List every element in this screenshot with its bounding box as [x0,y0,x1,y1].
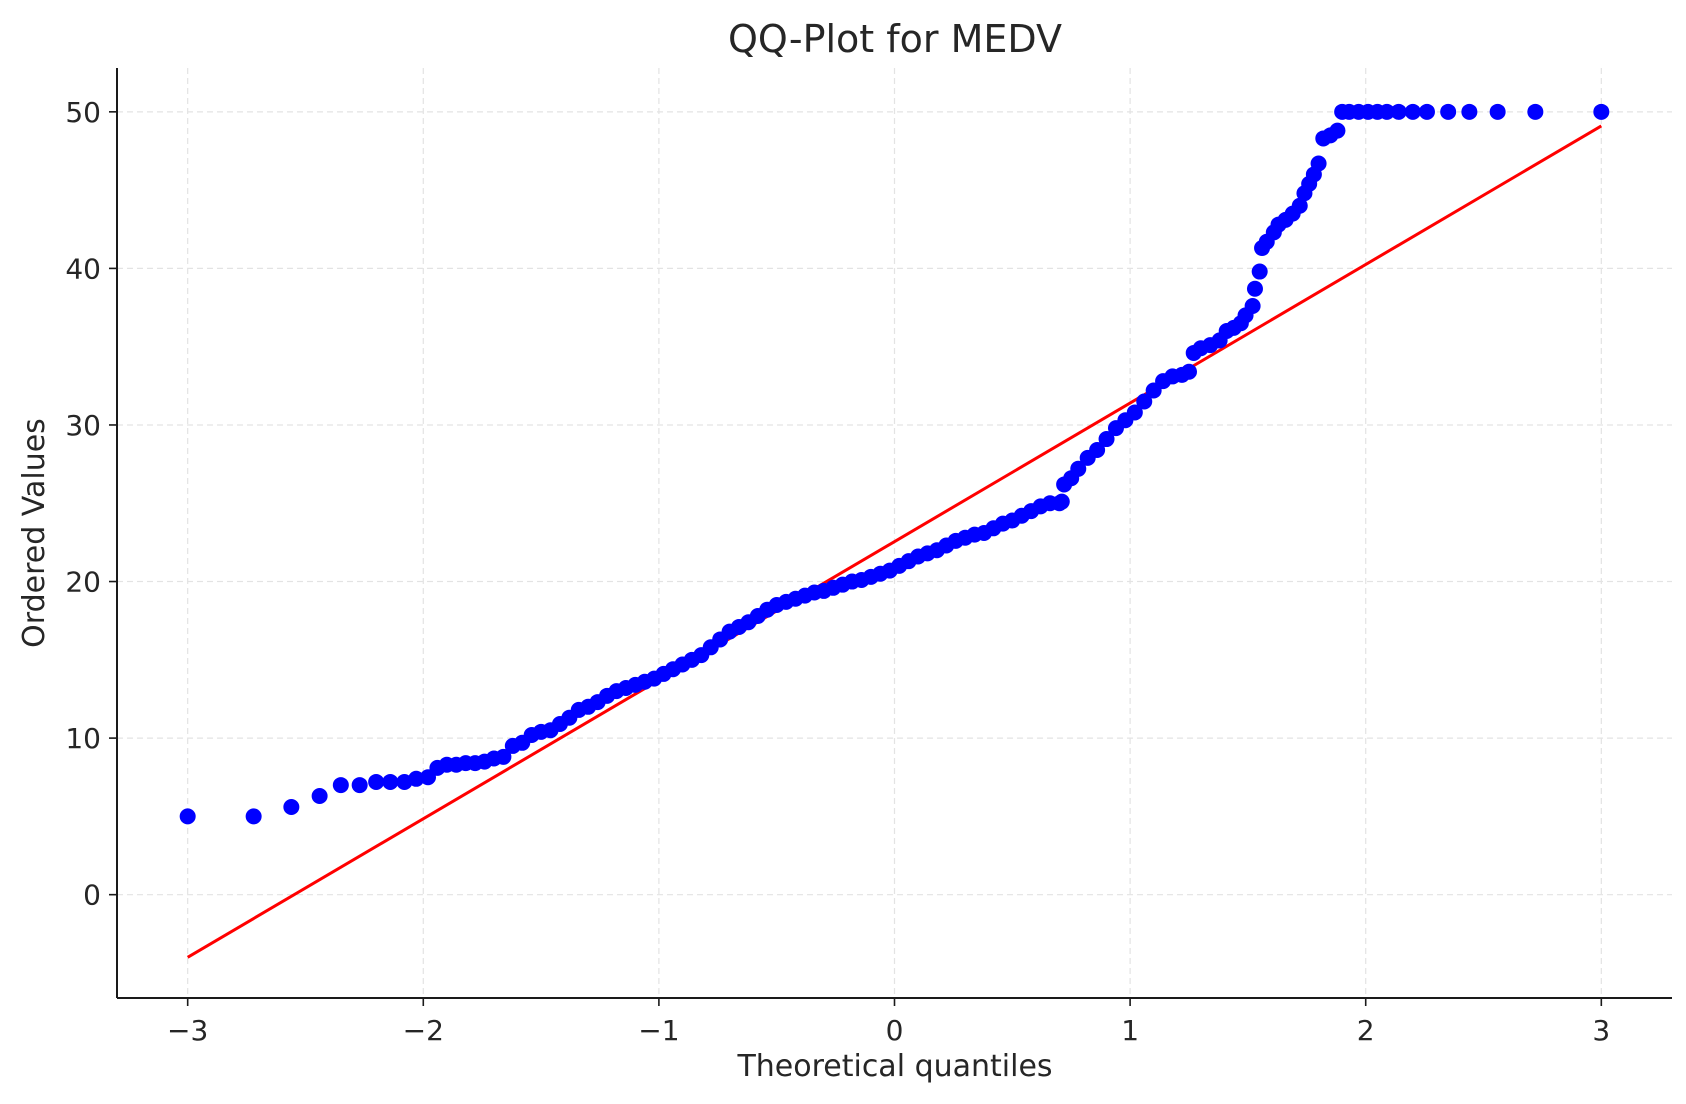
data-point [1440,103,1457,120]
y-tick-label: 0 [83,879,101,912]
data-point [1098,431,1115,448]
data-point [368,773,385,790]
data-point [179,808,196,825]
x-tick-label: −3 [167,1014,208,1047]
data-point [1489,103,1506,120]
data-point [311,788,328,805]
x-tick-label: 0 [886,1014,904,1047]
x-tick-label: −1 [638,1014,679,1047]
chart-title: QQ-Plot for MEDV [728,17,1062,61]
data-point [1378,103,1395,120]
data-point [351,777,368,794]
data-point [1089,442,1106,459]
y-tick-label: 50 [65,96,101,129]
x-tick-label: 1 [1121,1014,1139,1047]
data-point [1404,103,1421,120]
y-tick-label: 40 [65,252,101,285]
data-point [495,748,512,765]
data-point [1244,297,1261,314]
data-point [1070,460,1087,477]
x-tick-label: 3 [1592,1014,1610,1047]
x-tick-label: −2 [403,1014,444,1047]
y-tick-label: 20 [65,566,101,599]
reference-line-layer [186,124,1603,959]
y-tick-label: 10 [65,722,101,755]
data-point [1593,103,1610,120]
data-point [1527,103,1544,120]
grid-lines [117,68,1672,998]
data-point [1461,103,1478,120]
x-axis-label: Theoretical quantiles [736,1049,1052,1084]
data-point [332,777,349,794]
data-point [245,808,262,825]
data-point [1246,280,1263,297]
data-point [382,773,399,790]
data-points-layer [179,103,1610,825]
data-point [408,770,425,787]
reference-line [186,124,1603,959]
y-tick-label: 30 [65,409,101,442]
y-axis-label: Ordered Values [17,418,52,648]
x-tick-label: 2 [1357,1014,1375,1047]
data-point [1291,197,1308,214]
data-point [1126,404,1143,421]
data-point [1181,363,1198,380]
data-point [283,798,300,815]
data-point [1310,155,1327,172]
data-point [1053,493,1070,510]
data-point [1136,393,1153,410]
data-point [1329,122,1346,139]
data-point [1251,263,1268,280]
data-point [1390,103,1407,120]
data-point [1418,103,1435,120]
